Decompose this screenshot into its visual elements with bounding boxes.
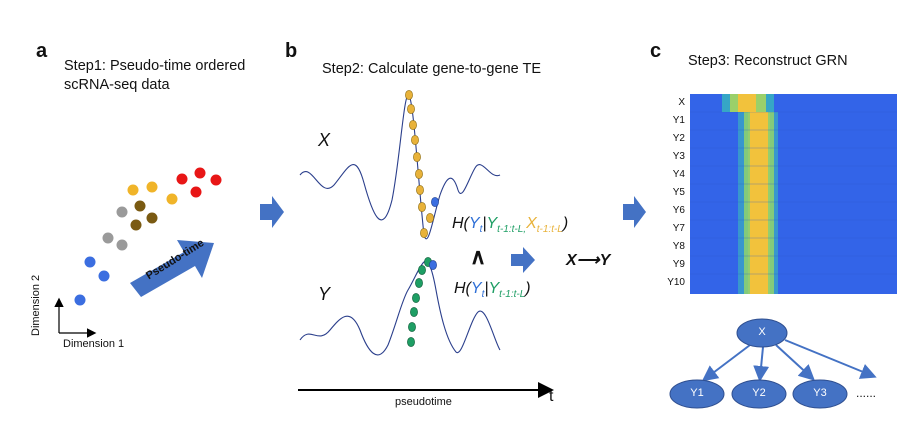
te-conditional-entropy-reduced: H(Yt|Yt-1:t-L) (454, 280, 531, 301)
grn-ellipsis: ...... (856, 386, 877, 400)
heatmap-band-core (748, 112, 770, 294)
cell-dot (116, 239, 128, 251)
panel-a-letter: a (36, 40, 48, 62)
y-dot (407, 337, 415, 347)
axis-y-label: Dimension 2 (30, 274, 42, 336)
te-conditional-entropy-full: H(Yt|Yt-1:t-L,Xt-1:t-L) (452, 215, 569, 236)
y-dot (412, 293, 420, 303)
panel-c-letter: c (650, 40, 662, 62)
grn-edges (701, 339, 877, 382)
cell-dot (98, 270, 110, 282)
compare-arrow (511, 247, 535, 273)
panel-b-title: Step2: Calculate gene-to-gene TE (322, 61, 541, 77)
x-dot (416, 185, 424, 195)
cell-dot (146, 212, 158, 224)
cell-dot (102, 232, 114, 244)
y-dot (418, 265, 426, 275)
heatmap-row-label: Y9 (672, 259, 685, 270)
heatmap-row-label: Y8 (672, 241, 685, 252)
x-dot (418, 202, 426, 212)
comparison-wedge: ∧ (470, 244, 487, 269)
pseudo-time-arrow (130, 240, 214, 297)
heatmap-row-label: Y4 (672, 169, 685, 180)
cell-dot (134, 200, 146, 212)
panel-b-letter: b (285, 40, 298, 62)
panel-a-title-line1: Step1: Pseudo-time ordered (64, 58, 246, 74)
grn-child-label: Y2 (752, 387, 766, 399)
cell-dot (176, 173, 188, 185)
axis-x-label: Dimension 1 (63, 338, 125, 350)
x-dot-current (431, 197, 439, 207)
heatmap-row-label: Y2 (672, 133, 685, 144)
time-axis-end: t (549, 388, 554, 405)
y-points (407, 257, 437, 347)
x-dot (405, 90, 413, 100)
cell-dot (127, 184, 139, 196)
grn-node-root (736, 318, 788, 348)
x-dot (415, 169, 423, 179)
grn-node-y3 (792, 379, 848, 409)
x-dot (420, 228, 428, 238)
cell-dot (194, 167, 206, 179)
cell-dot (190, 186, 202, 198)
te-result: X⟶Y (566, 252, 611, 269)
panel-c-title: Step3: Reconstruct GRN (688, 53, 848, 69)
heatmap-row-label: Y6 (672, 205, 685, 216)
grn-node-y2 (731, 379, 787, 409)
heatmap-row-label: Y5 (672, 187, 685, 198)
grn-nodes (669, 318, 848, 409)
grn-root-label: X (758, 326, 766, 338)
cell-dot (116, 206, 128, 218)
cell-dot (130, 219, 142, 231)
cell-dot (166, 193, 178, 205)
step-arrow-1 (260, 196, 284, 228)
grn-node-y1 (669, 379, 725, 409)
y-dot (415, 278, 423, 288)
cell-dot (74, 294, 86, 306)
cell-scatter (74, 167, 222, 306)
x-dot (426, 213, 434, 223)
grn-child-label: Y1 (690, 387, 704, 399)
x-dot (413, 152, 421, 162)
x-points (405, 90, 439, 238)
x-dot (411, 135, 419, 145)
grn-child-label: Y3 (813, 387, 827, 399)
y-dot (408, 322, 416, 332)
x-dot (407, 104, 415, 114)
heatmap (690, 94, 897, 294)
x-signal-label: X (318, 130, 331, 150)
y-signal-label: Y (318, 284, 331, 304)
y-dot (410, 307, 418, 317)
y-dot-current (429, 260, 437, 270)
heatmap-row-label: Y3 (672, 151, 685, 162)
cell-dot (84, 256, 96, 268)
heatmap-row-label: X (678, 97, 685, 108)
x-dot (409, 120, 417, 130)
step-arrow-2 (623, 196, 646, 228)
time-axis-label: pseudotime (395, 396, 452, 408)
heatmap-row-label: Y7 (672, 223, 685, 234)
cell-dot (210, 174, 222, 186)
heatmap-row-label: Y10 (667, 277, 685, 288)
panel-a-title-line2: scRNA-seq data (64, 77, 170, 93)
y-signal-curve (299, 260, 501, 356)
heatmap-row-label: Y1 (672, 115, 685, 126)
dimension-axes (54, 297, 97, 338)
cell-dot (146, 181, 158, 193)
